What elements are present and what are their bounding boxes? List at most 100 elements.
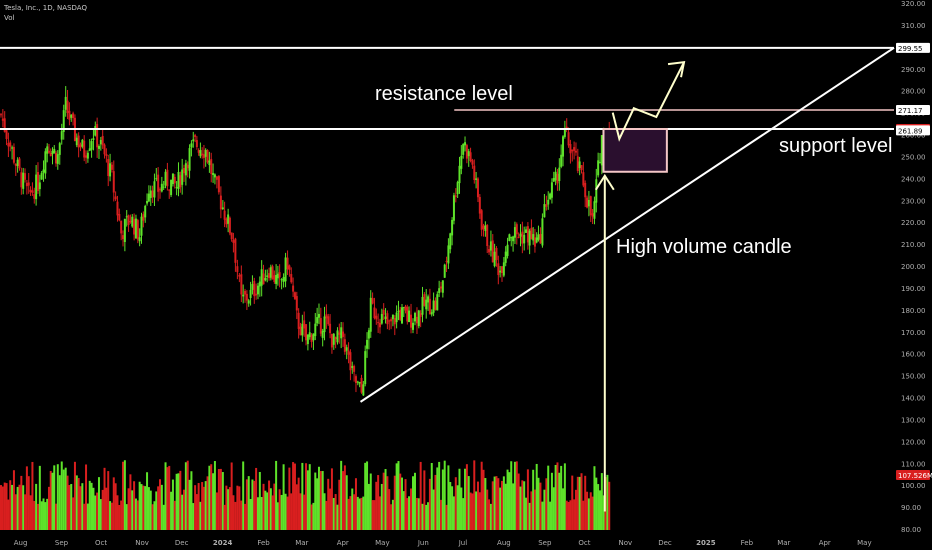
candle-body (179, 175, 182, 188)
candle-body (456, 182, 459, 195)
price-axis[interactable]: 80.00 90.00 100.00 110.00 120.00 130.00 140.00… (896, 0, 932, 534)
candle-body (5, 130, 8, 139)
time-axis[interactable]: Aug Sep Oct Nov Dec 2024 Feb Mar Apr May Jun Jul Aug… (14, 539, 872, 547)
y-tick-label: 250.00 (901, 153, 926, 161)
volume-bar (36, 503, 39, 530)
volume-bar (140, 484, 143, 530)
volume-bar (467, 476, 470, 530)
candle-body (512, 236, 515, 242)
volume-bar (206, 476, 209, 530)
volume-bar (567, 501, 570, 530)
volume-bar (308, 464, 311, 530)
volume-bar (578, 476, 581, 530)
volume-bar (60, 461, 63, 530)
volume-bar (215, 492, 218, 530)
volume-bar (562, 488, 565, 530)
candle-body (395, 312, 398, 323)
volume-bar (122, 461, 125, 530)
volume-bar (225, 485, 228, 530)
candle-body (404, 306, 407, 311)
volume-bar (517, 473, 520, 530)
volume-bar (175, 473, 178, 530)
candle-body (290, 274, 293, 283)
volume-bar (51, 472, 54, 530)
volume-bar (146, 472, 149, 530)
candle-body (68, 110, 71, 120)
candle-body (502, 262, 505, 276)
volume-bar (530, 491, 533, 530)
candle-body (565, 126, 568, 130)
candle-body (332, 333, 335, 345)
volume-bar (27, 476, 30, 530)
volume-bar (591, 496, 594, 530)
volume-bar (589, 492, 592, 530)
volume-bar (369, 473, 372, 530)
volume-bar (358, 498, 361, 530)
volume-bar (554, 464, 557, 530)
volume-legend: Vol (4, 14, 15, 22)
candle-body (60, 131, 63, 140)
volume-bar (456, 485, 459, 530)
volume-bar (188, 479, 191, 530)
volume-bar (345, 475, 348, 530)
x-tick-label: Aug (14, 539, 28, 547)
annotation-overlays (0, 46, 895, 512)
volume-bar (264, 490, 267, 530)
x-tick-label: Jun (417, 539, 429, 547)
volume-bar (556, 462, 559, 530)
volume-bar (228, 487, 231, 530)
candle-body (587, 199, 590, 207)
volume-bar (515, 461, 518, 530)
candle-body (53, 148, 56, 153)
volume-bar (25, 466, 28, 530)
candle-body (204, 149, 207, 157)
volume-bar (497, 478, 500, 530)
candle-body (51, 150, 54, 155)
candle-body (336, 330, 339, 343)
candle-body (262, 273, 265, 285)
candle-body (244, 290, 247, 295)
candle-body (314, 323, 317, 337)
volume-bar (155, 491, 158, 530)
candle-body (415, 316, 418, 324)
candle-body (432, 300, 435, 313)
volume-bar (186, 460, 189, 530)
volume-bar (70, 483, 73, 530)
volume-bar (136, 500, 139, 530)
volume-bar (125, 504, 128, 530)
volume-bar (217, 469, 220, 530)
candle-body (501, 266, 504, 274)
candle-body (371, 298, 374, 304)
volume-bar (462, 498, 465, 530)
candle-body (14, 164, 17, 166)
volume-bar (197, 483, 200, 530)
candle-body (170, 179, 173, 196)
candle-body (497, 263, 500, 276)
candle-body (358, 382, 361, 384)
volume-bar (49, 470, 52, 530)
candle-body (574, 150, 577, 153)
candle-body (123, 218, 126, 242)
candle-body (44, 151, 47, 174)
candle-body (295, 296, 298, 311)
candle-body (506, 244, 509, 256)
volume-bar (417, 498, 420, 530)
candle-body (20, 172, 23, 188)
x-tick-label: Aug (497, 539, 511, 547)
x-tick-label: Feb (257, 539, 270, 547)
candle-body (537, 234, 540, 240)
candle-body (116, 201, 119, 216)
y-tick-label: 230.00 (901, 197, 926, 205)
candle-body (133, 218, 136, 235)
candle-body (434, 300, 437, 310)
volume-bar (173, 500, 176, 530)
volume-bar (3, 482, 6, 530)
candle-body (75, 137, 78, 146)
volume-bar (278, 489, 281, 530)
volume-bar (537, 477, 540, 530)
volume-bar (469, 492, 472, 530)
price-label-box (896, 470, 930, 480)
candle-body (460, 155, 463, 169)
candle-body (323, 316, 326, 333)
